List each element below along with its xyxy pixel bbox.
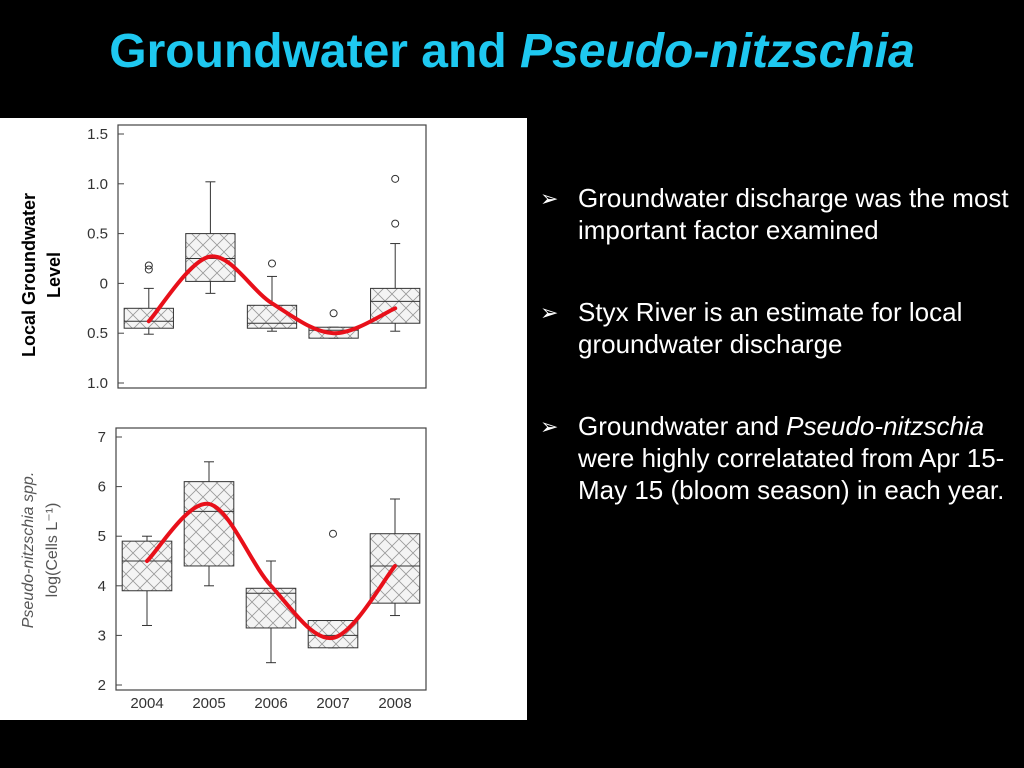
trend-curve [145, 501, 397, 640]
y-axis-label: Level [44, 252, 64, 298]
y-tick-label: 1.0 [87, 375, 108, 392]
y-tick-label: 0.5 [87, 226, 108, 243]
y-axis-label: log(Cells L⁻¹) [44, 503, 61, 598]
plot-frame [115, 427, 427, 691]
outlier [391, 219, 400, 228]
bullet-text: Pseudo-nitzschia [786, 411, 985, 441]
y-tick-label: 1.0 [87, 176, 108, 193]
x-tick-label: 2008 [378, 695, 411, 712]
x-tick-label: 2006 [254, 695, 287, 712]
y-tick-label: 3 [98, 627, 106, 644]
y-tick-label: 5 [98, 528, 106, 545]
title-italic: Pseudo-nitzschia [519, 25, 915, 78]
y-tick-label: 0 [100, 275, 108, 292]
box [185, 233, 236, 282]
bullet-text: Groundwater discharge was the most impor… [578, 183, 1009, 245]
y-axis-label: Local Groundwater [19, 193, 39, 357]
box [183, 481, 235, 567]
outlier [144, 265, 153, 274]
outlier [268, 259, 276, 268]
bullet: ➢ Groundwater and Pseudo-nitzschia were h… [540, 410, 1010, 506]
outlier [391, 174, 400, 183]
bullet-arrow: ➢ [540, 414, 559, 439]
x-tick-label: 2007 [316, 695, 349, 712]
panel-background [0, 118, 527, 720]
bullet: ➢ Styx River is an estimate for local gro… [540, 296, 1010, 360]
box [121, 540, 173, 592]
y-axis-label: Pseudo-nitzschia spp. [20, 472, 37, 629]
bullet-text: Groundwater and [578, 411, 787, 441]
plot-frame [117, 124, 427, 389]
outlier [329, 529, 337, 538]
x-tick-label: 2004 [130, 695, 163, 712]
x-tick-label: 2005 [192, 695, 225, 712]
bullet-arrow: ➢ [540, 300, 559, 325]
bullet-arrow: ➢ [540, 186, 559, 211]
y-tick-label: 0.5 [87, 325, 108, 342]
bullet: ➢ Groundwater discharge was the most impo… [540, 182, 1010, 246]
y-tick-label: 1.5 [87, 126, 108, 143]
bullet-text: were highly correlatated from Apr 15-May… [578, 443, 1005, 505]
bullet-text: Styx River is an estimate for local grou… [578, 297, 963, 359]
y-tick-label: 7 [98, 429, 106, 446]
y-tick-label: 4 [98, 578, 106, 595]
trend-curve [146, 254, 398, 336]
slide-title: Groundwater and Pseudo-nitzschia [0, 24, 1024, 79]
outlier [144, 261, 153, 270]
outlier [329, 309, 338, 318]
y-tick-label: 6 [98, 479, 106, 496]
y-tick-label: 2 [98, 677, 106, 694]
bullet-list: ➢ Groundwater discharge was the most impo… [540, 182, 1010, 556]
title-plain: Groundwater and [109, 25, 520, 78]
